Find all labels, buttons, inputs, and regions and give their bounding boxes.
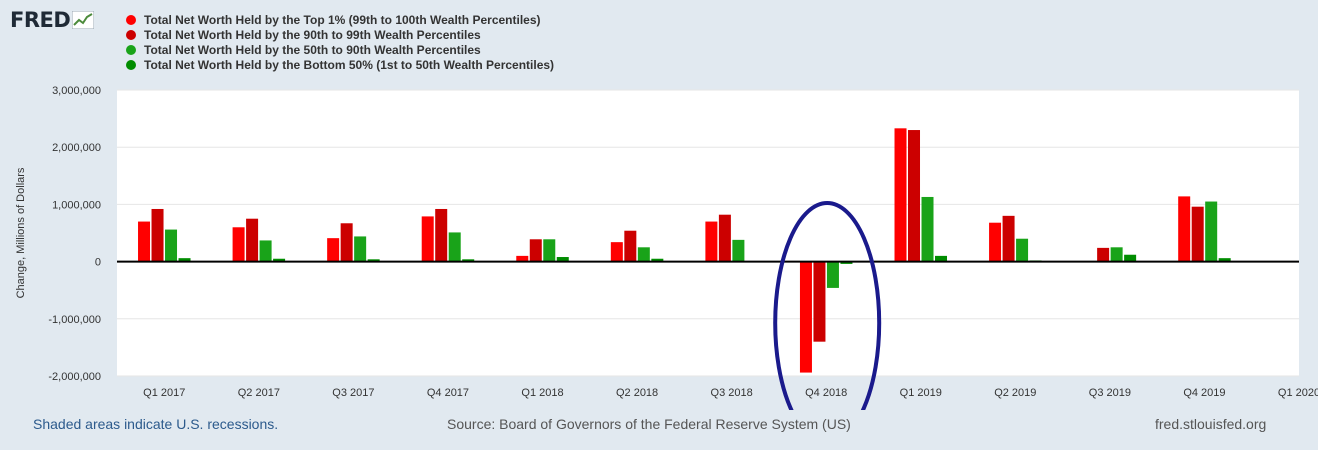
bar[interactable] (624, 230, 637, 262)
bar[interactable] (935, 255, 948, 262)
y-tick-label: -2,000,000 (48, 371, 101, 383)
y-tick-label: 2,000,000 (52, 142, 101, 154)
bar[interactable] (367, 259, 380, 262)
bar[interactable] (1002, 215, 1015, 262)
bar[interactable] (1097, 247, 1110, 262)
fred-logo[interactable]: FRED (10, 8, 95, 32)
bar[interactable] (246, 218, 259, 262)
bar[interactable] (462, 259, 475, 262)
bar[interactable] (921, 196, 934, 262)
y-axis-title: Change, Millions of Dollars (15, 167, 27, 298)
bar[interactable] (448, 232, 461, 262)
x-tick-label: Q4 2017 (427, 387, 469, 399)
bar[interactable] (705, 221, 718, 262)
bar[interactable] (340, 223, 353, 262)
bar[interactable] (908, 130, 921, 262)
legend-swatch-bottom-50 (126, 59, 136, 70)
x-tick-label: Q3 2019 (1089, 387, 1131, 399)
bar-chart: 3,000,000 2,000,000 1,000,000 0 -1,000,000 -2… (15, 85, 1318, 410)
bar[interactable] (556, 257, 569, 262)
bar[interactable] (1218, 258, 1231, 262)
legend-item-50-90[interactable]: Total Net Worth Held by the 50th to 90th… (126, 42, 554, 57)
x-tick-label: Q1 2018 (521, 387, 563, 399)
bar[interactable] (165, 229, 178, 262)
x-tick-label: Q2 2017 (238, 387, 280, 399)
legend-swatch-90-99 (126, 29, 136, 40)
bar[interactable] (1124, 254, 1137, 262)
x-tick-label: Q1 2017 (143, 387, 185, 399)
bar[interactable] (651, 258, 664, 262)
y-tick-label: -1,000,000 (48, 314, 101, 326)
fred-logo-text: FRED (10, 8, 71, 32)
bar[interactable] (610, 242, 623, 262)
site-link[interactable]: fred.stlouisfed.org (1155, 416, 1267, 432)
bar[interactable] (259, 240, 272, 262)
legend-label-90-99: Total Net Worth Held by the 90th to 99th… (144, 27, 481, 42)
y-tick-label: 3,000,000 (52, 85, 101, 97)
bar[interactable] (989, 222, 1002, 262)
bar[interactable] (732, 239, 745, 262)
bar[interactable] (799, 261, 812, 373)
bar[interactable] (637, 247, 650, 262)
legend-item-90-99[interactable]: Total Net Worth Held by the 90th to 99th… (126, 27, 554, 42)
bar[interactable] (232, 227, 245, 262)
bar[interactable] (421, 216, 434, 262)
bar[interactable] (435, 208, 448, 262)
x-tick-label: Q2 2018 (616, 387, 658, 399)
bar[interactable] (273, 258, 286, 262)
legend-label-50-90: Total Net Worth Held by the 50th to 90th… (144, 42, 481, 57)
x-tick-label: Q3 2018 (711, 387, 753, 399)
x-tick-label: Q4 2018 (805, 387, 847, 399)
bar[interactable] (178, 258, 191, 262)
legend-label-top-1: Total Net Worth Held by the Top 1% (99th… (144, 12, 541, 27)
bar[interactable] (1016, 238, 1029, 262)
annotation-ellipse (773, 201, 882, 410)
bar[interactable] (354, 236, 367, 262)
x-tick-label: Q3 2017 (332, 387, 374, 399)
x-tick-label: Q2 2019 (994, 387, 1036, 399)
bar[interactable] (1205, 201, 1218, 262)
chart-legend: Total Net Worth Held by the Top 1% (99th… (126, 12, 554, 72)
bar[interactable] (516, 255, 529, 262)
bar[interactable] (813, 261, 826, 342)
legend-item-top-1[interactable]: Total Net Worth Held by the Top 1% (99th… (126, 12, 554, 27)
recession-note: Shaded areas indicate U.S. recessions. (33, 416, 279, 432)
bar[interactable] (718, 214, 731, 262)
trend-line-icon (72, 11, 95, 29)
legend-swatch-50-90 (126, 44, 136, 55)
bar[interactable] (1191, 206, 1204, 262)
bar[interactable] (138, 221, 151, 262)
y-tick-label: 0 (95, 257, 101, 269)
bar[interactable] (327, 238, 340, 262)
legend-label-bottom-50: Total Net Worth Held by the Bottom 50% (… (144, 57, 555, 72)
source-note: Source: Board of Governors of the Federa… (447, 416, 851, 432)
x-tick-label: Q1 2019 (900, 387, 942, 399)
bar[interactable] (1178, 196, 1191, 262)
bar[interactable] (894, 128, 907, 262)
bar[interactable] (151, 208, 164, 262)
bar[interactable] (529, 239, 542, 262)
legend-swatch-top-1 (126, 14, 136, 25)
bar[interactable] (826, 261, 839, 288)
bar[interactable] (543, 239, 556, 262)
legend-item-bottom-50[interactable]: Total Net Worth Held by the Bottom 50% (… (126, 57, 554, 72)
x-tick-label: Q1 2020 (1278, 387, 1318, 399)
y-tick-label: 1,000,000 (52, 199, 101, 211)
x-tick-label: Q4 2019 (1183, 387, 1225, 399)
bar[interactable] (840, 261, 853, 264)
bar[interactable] (1110, 247, 1123, 262)
